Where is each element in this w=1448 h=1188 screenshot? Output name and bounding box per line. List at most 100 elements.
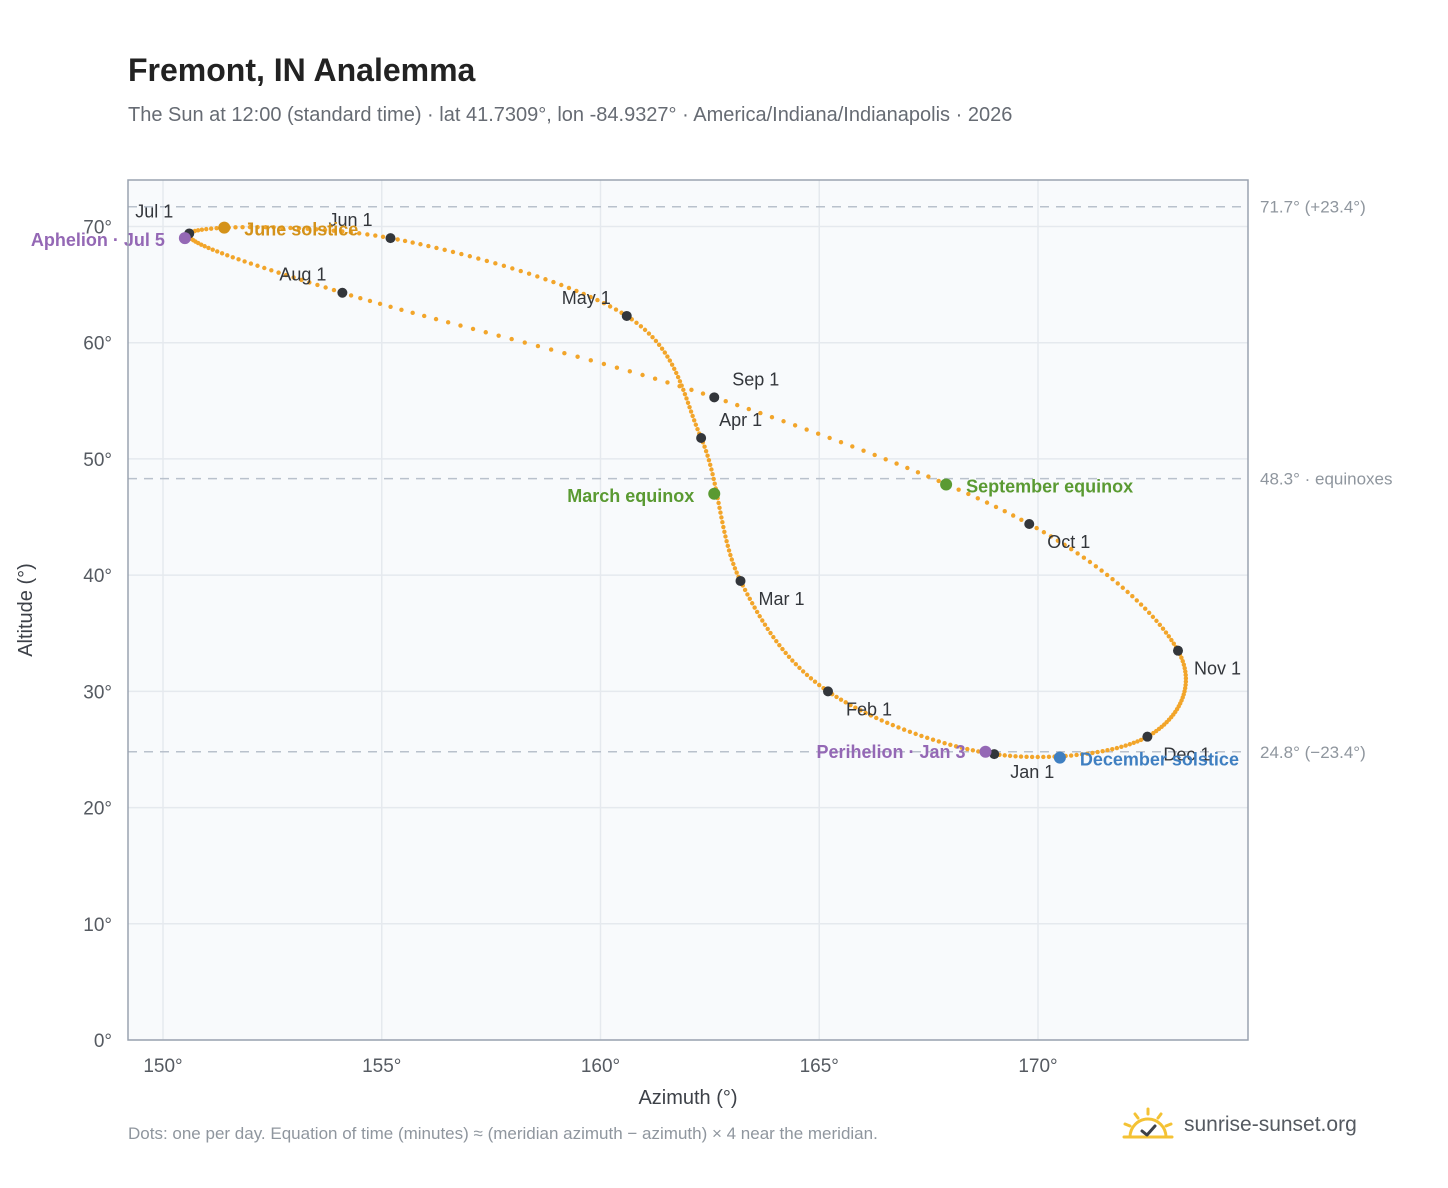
- daily-dot: [588, 358, 593, 363]
- daily-dot: [581, 291, 586, 297]
- daily-dot: [959, 745, 964, 750]
- daily-dot: [1087, 559, 1093, 565]
- daily-dot: [1130, 594, 1135, 599]
- daily-dot: [1180, 659, 1185, 664]
- daily-dot: [762, 622, 768, 627]
- daily-dot: [665, 380, 670, 385]
- reference-line-label: 71.7° (+23.4°): [1260, 198, 1366, 217]
- month-label: Jul 1: [135, 201, 173, 221]
- y-tick-label: 40°: [83, 566, 112, 587]
- daily-dot: [1104, 572, 1110, 578]
- x-tick-label: 165°: [800, 1056, 839, 1077]
- daily-dot: [476, 256, 481, 261]
- daily-dot: [786, 654, 792, 659]
- daily-dot: [467, 254, 473, 259]
- month-label: Nov 1: [1194, 659, 1241, 679]
- daily-dot: [1062, 542, 1067, 548]
- daily-dot: [827, 435, 832, 441]
- month-label: Sep 1: [732, 369, 779, 389]
- y-tick-label: 60°: [83, 334, 112, 355]
- daily-dot: [348, 293, 354, 298]
- daily-dot: [509, 336, 514, 342]
- daily-dot: [734, 570, 739, 575]
- daily-dot: [233, 225, 238, 230]
- daily-dot: [780, 646, 785, 652]
- daily-dot: [1127, 742, 1132, 747]
- daily-dot: [601, 301, 607, 306]
- daily-dot: [716, 500, 721, 506]
- daily-dot: [712, 481, 717, 486]
- daily-dot: [377, 301, 383, 307]
- daily-dot: [769, 414, 775, 420]
- daily-dot: [1034, 525, 1039, 531]
- daily-dot: [848, 702, 853, 708]
- daily-dot: [410, 310, 415, 316]
- daily-dot: [790, 658, 795, 663]
- daily-dot: [817, 682, 822, 688]
- brand-name[interactable]: sunrise-sunset.org: [1184, 1113, 1357, 1136]
- daily-dot: [450, 249, 456, 255]
- daily-dot: [288, 225, 293, 231]
- daily-dot: [323, 285, 328, 290]
- daily-dot: [687, 404, 692, 410]
- daily-dot: [1183, 672, 1188, 678]
- daily-dot: [459, 251, 464, 257]
- daily-dot: [269, 268, 274, 273]
- daily-dot: [299, 277, 304, 283]
- daily-dot: [225, 253, 230, 258]
- daily-dot: [1131, 740, 1136, 746]
- month-marker: [696, 433, 707, 443]
- daily-dot: [535, 274, 540, 279]
- daily-dot: [690, 413, 695, 419]
- daily-dot: [305, 226, 310, 231]
- daily-dot: [976, 749, 981, 754]
- month-markers: Jan 1 Feb 1 Mar 1 Apr 1 May 1 Jun 1 Jul 1 Aug 1…: [135, 201, 1241, 782]
- daily-dot: [402, 238, 408, 244]
- daily-dot: [247, 224, 253, 230]
- daily-dot: [240, 225, 245, 230]
- daily-dot: [199, 227, 205, 232]
- y-axis-ticks: 0° 10° 20° 30° 40° 50° 60° 70°: [83, 217, 112, 1052]
- brand[interactable]: sunrise-sunset.org: [1120, 1100, 1357, 1150]
- daily-dot: [723, 534, 728, 539]
- daily-dot: [907, 729, 913, 734]
- daily-dot: [681, 387, 686, 393]
- reference-line-label: 24.8° (−23.4°): [1260, 743, 1366, 762]
- daily-dot: [365, 232, 370, 237]
- daily-dot: [236, 257, 241, 262]
- daily-dot: [1182, 665, 1187, 671]
- daily-dot: [652, 376, 658, 381]
- daily-dot: [742, 587, 748, 593]
- daily-dot: [1146, 610, 1152, 616]
- daily-dot: [858, 708, 863, 713]
- daily-dot: [669, 362, 675, 367]
- daily-dot: [905, 465, 910, 471]
- daily-dot: [953, 744, 959, 749]
- daily-dot: [1074, 752, 1079, 758]
- x-axis-label: Azimuth (°): [638, 1087, 737, 1109]
- month-marker: [385, 233, 396, 244]
- daily-dot: [296, 226, 302, 231]
- daily-dot: [936, 478, 941, 484]
- daily-dot: [834, 694, 839, 700]
- daily-dot: [1171, 641, 1176, 646]
- y-tick-label: 70°: [83, 217, 112, 238]
- daily-dot: [1085, 751, 1090, 756]
- daily-dot: [418, 242, 423, 247]
- daily-dot: [510, 266, 515, 271]
- daily-dot: [677, 379, 683, 384]
- daily-dot: [709, 467, 714, 472]
- daily-dot: [1163, 630, 1169, 635]
- daily-dot: [219, 251, 225, 256]
- daily-dot: [838, 439, 844, 445]
- chart-title: Fremont, IN Analemma: [128, 52, 476, 88]
- daily-dot: [783, 650, 788, 656]
- daily-dot: [1114, 745, 1120, 751]
- daily-dot: [804, 672, 810, 678]
- daily-dot: [1166, 634, 1171, 639]
- daily-dot: [942, 740, 947, 746]
- daily-dot: [926, 474, 931, 479]
- daily-dot: [501, 263, 507, 269]
- daily-dot: [966, 491, 971, 497]
- daily-dot: [689, 387, 694, 393]
